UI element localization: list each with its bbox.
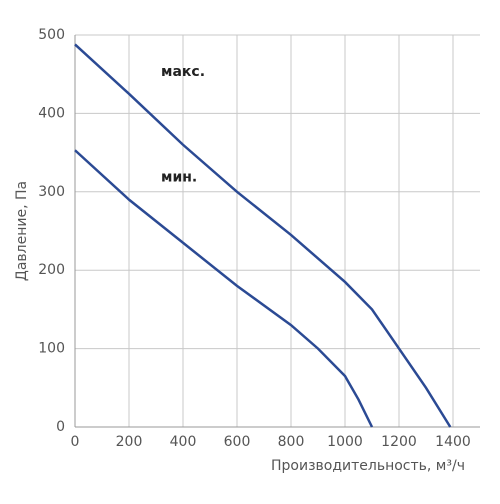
y-tick-label: 300 xyxy=(38,184,65,200)
x-tick-label: 0 xyxy=(71,434,80,450)
series-line xyxy=(74,43,452,428)
series-label: мин. xyxy=(161,170,197,186)
series-line xyxy=(74,149,374,428)
x-tick-label: 1200 xyxy=(381,434,417,450)
x-tick-label: 600 xyxy=(224,434,251,450)
x-tick-label: 800 xyxy=(278,434,305,450)
x-tick-label: 400 xyxy=(170,434,197,450)
y-tick-label: 500 xyxy=(38,27,65,43)
x-tick-label: 1400 xyxy=(435,434,471,450)
x-tick-label: 200 xyxy=(116,434,143,450)
y-tick-label: 100 xyxy=(38,341,65,357)
y-tick-label: 400 xyxy=(38,105,65,121)
y-axis-label: Давление, Па xyxy=(14,181,30,281)
x-tick-label: 1000 xyxy=(327,434,363,450)
y-tick-label: 200 xyxy=(38,262,65,278)
series-label: макс. xyxy=(161,64,205,80)
x-axis-label: Производительность, м³/ч xyxy=(271,458,465,474)
y-tick-label: 0 xyxy=(56,419,65,435)
